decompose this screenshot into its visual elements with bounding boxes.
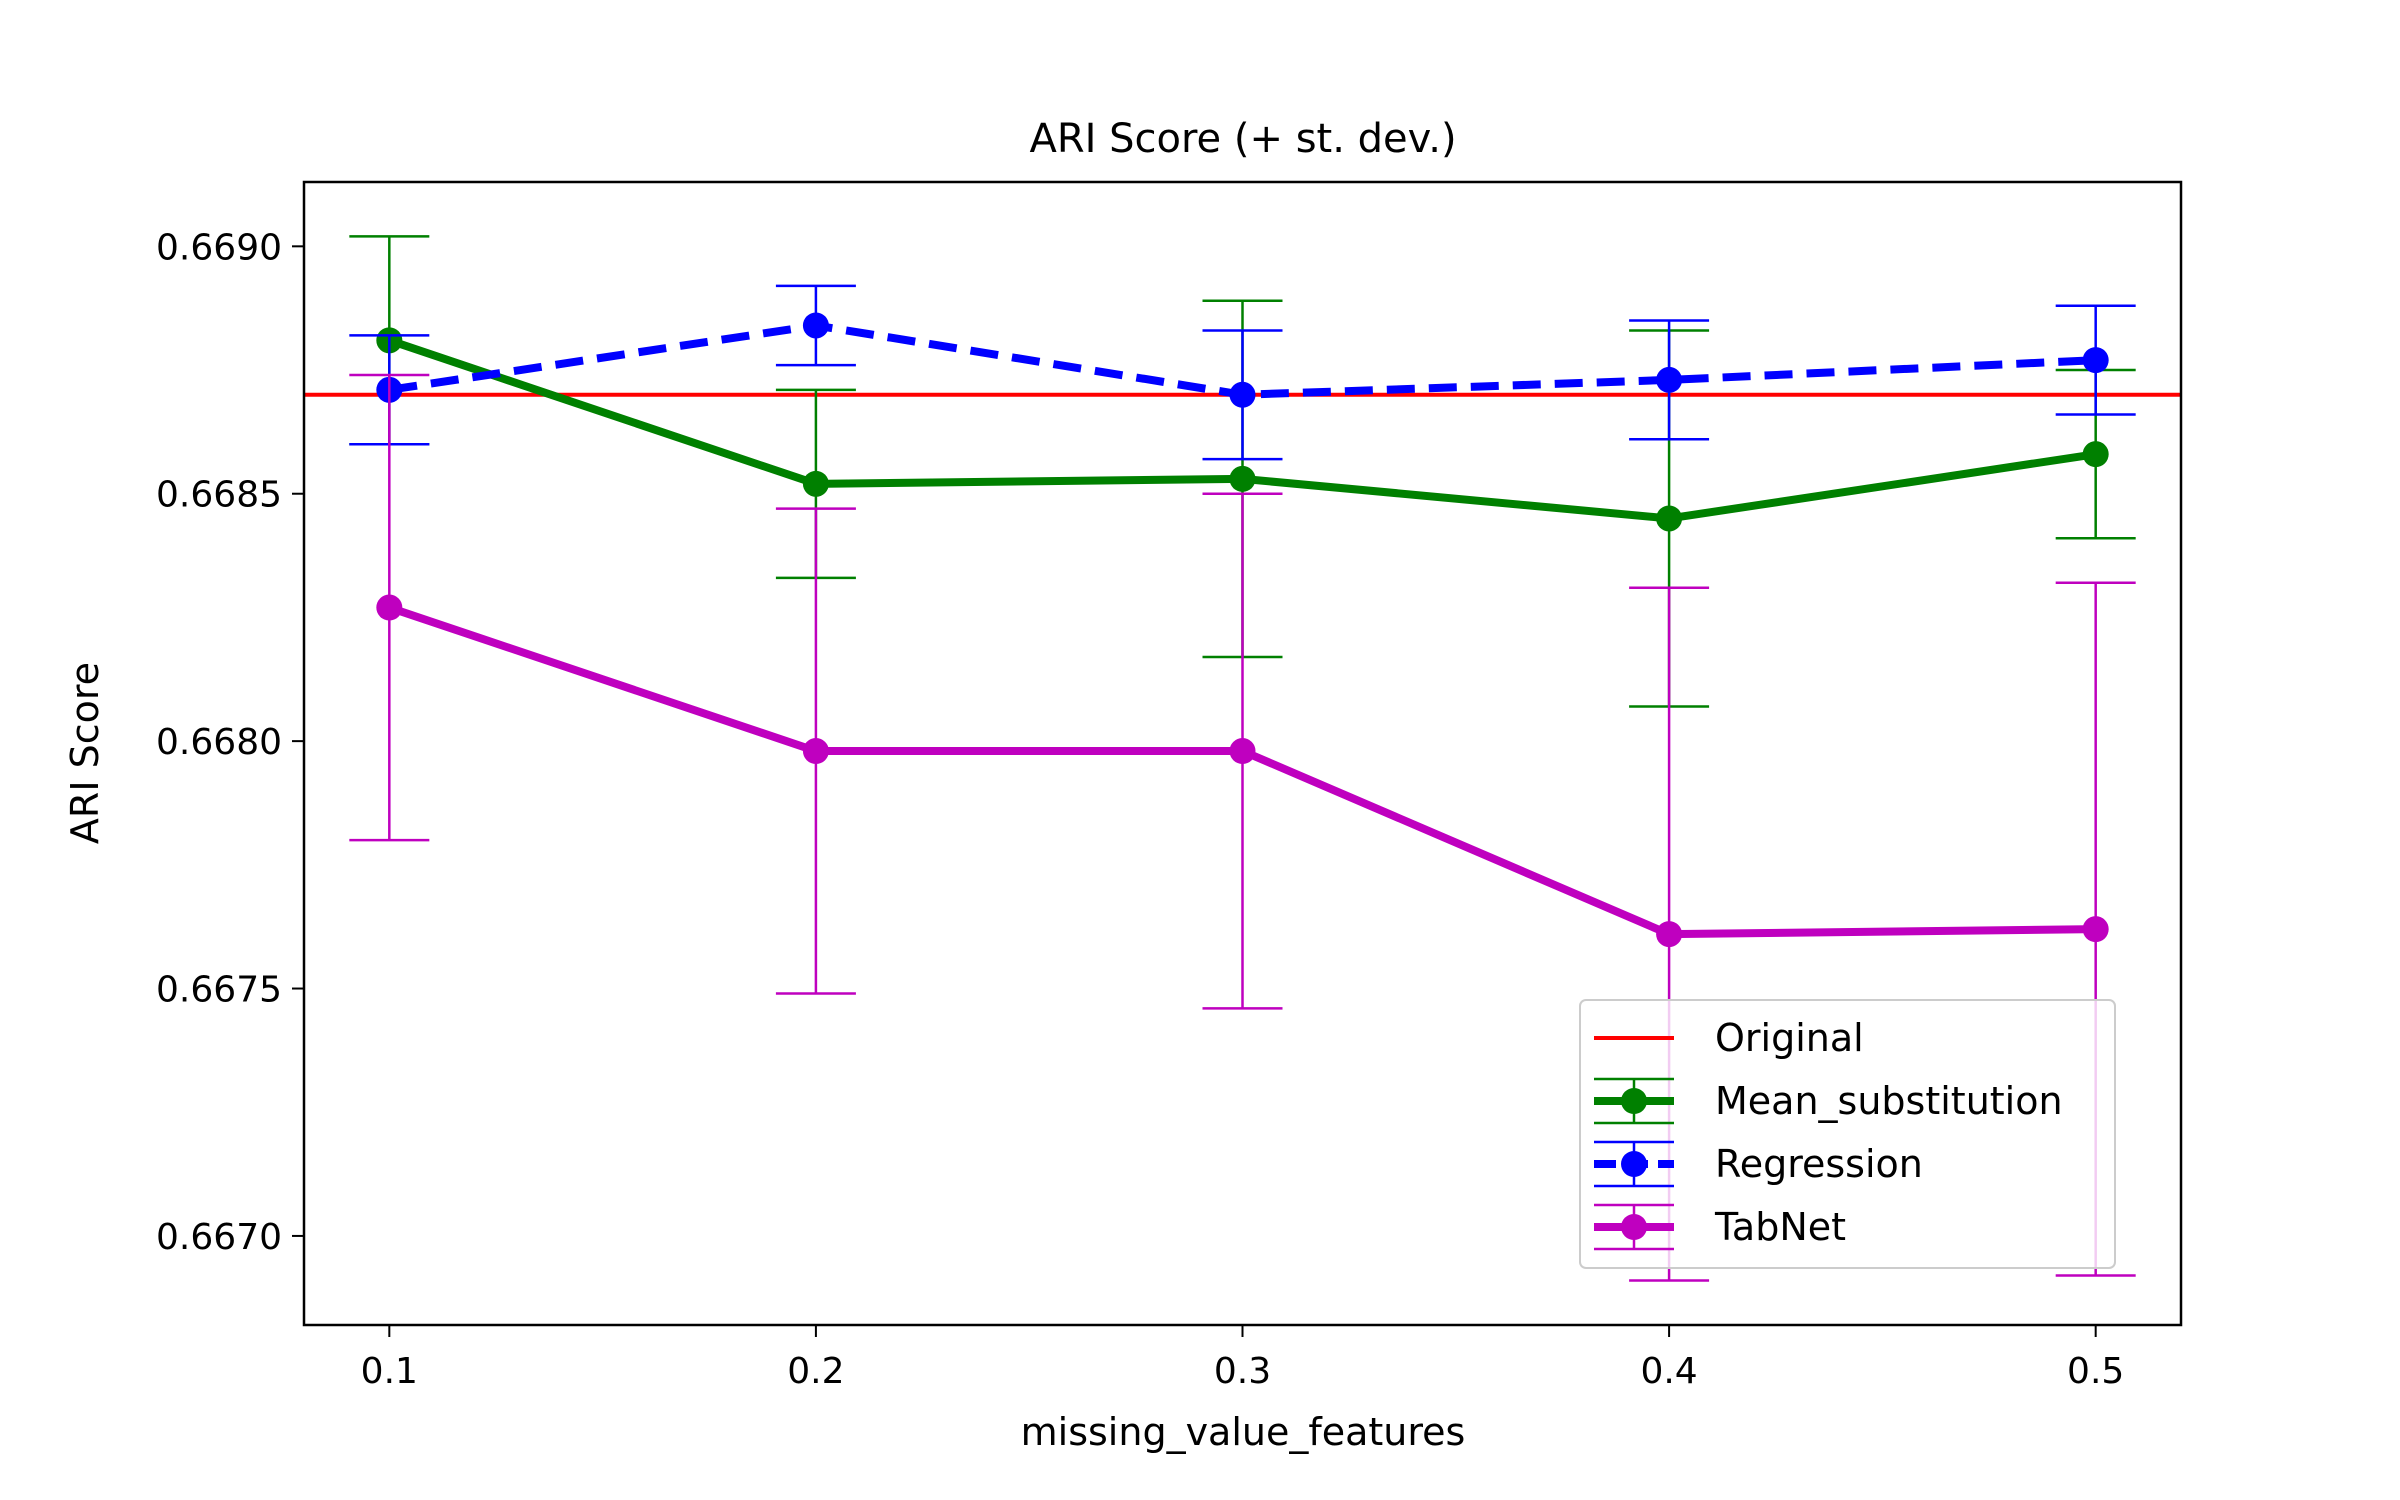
- x-tick-label: 0.1: [361, 1351, 418, 1392]
- x-axis-label: missing_value_features: [1021, 1410, 1466, 1454]
- y-tick-label: 0.6685: [156, 475, 282, 516]
- data-point-tabnet: [2082, 916, 2109, 943]
- series-regression: [349, 284, 2136, 461]
- axes: 0.1 0.2 0.3 0.4 0.5 0.6670 0.6675 0.6680 0.6685 0…: [156, 227, 2124, 1392]
- legend-box: [1579, 999, 2116, 1269]
- data-point-regression: [2082, 347, 2109, 374]
- data-point-tabnet: [376, 594, 403, 621]
- x-tick-label: 0.2: [787, 1351, 844, 1392]
- data-point-regression: [1229, 381, 1256, 408]
- data-point-mean-substitution: [1656, 505, 1683, 532]
- legend-label-tabnet: TabNet: [1714, 1205, 1846, 1249]
- data-point-mean-substitution: [2082, 441, 2109, 468]
- legend-marker-tabnet: [1621, 1214, 1647, 1240]
- data-point-mean-substitution: [802, 470, 829, 497]
- y-tick-label: 0.6680: [156, 722, 282, 763]
- data-point-regression: [1656, 366, 1683, 393]
- legend-label-mean-substitution: Mean_substitution: [1715, 1079, 2063, 1123]
- data-point-tabnet: [1229, 738, 1256, 765]
- y-tick-label: 0.6690: [156, 227, 282, 268]
- chart-title: ARI Score (+ st. dev.): [1029, 116, 1456, 162]
- data-point-mean-substitution: [1229, 465, 1256, 492]
- plot-area: [304, 235, 2181, 1282]
- legend-label-regression: Regression: [1715, 1142, 1923, 1186]
- legend-marker-regression: [1621, 1151, 1647, 1177]
- legend-marker-mean-substitution: [1621, 1088, 1647, 1114]
- legend-label-original: Original: [1715, 1016, 1864, 1060]
- x-tick-label: 0.3: [1214, 1351, 1271, 1392]
- y-axis-label: ARI Score: [63, 662, 107, 844]
- data-point-tabnet: [802, 738, 829, 765]
- data-point-tabnet: [1656, 921, 1683, 948]
- x-tick-label: 0.5: [2067, 1351, 2124, 1392]
- y-tick-label: 0.6675: [156, 970, 282, 1011]
- x-tick-label: 0.4: [1640, 1351, 1697, 1392]
- data-point-regression: [802, 312, 829, 339]
- legend: Original Mean_substitution Regression TabNe…: [1579, 999, 2116, 1269]
- y-tick-label: 0.6670: [156, 1217, 282, 1258]
- series-tabnet: [349, 373, 2136, 1282]
